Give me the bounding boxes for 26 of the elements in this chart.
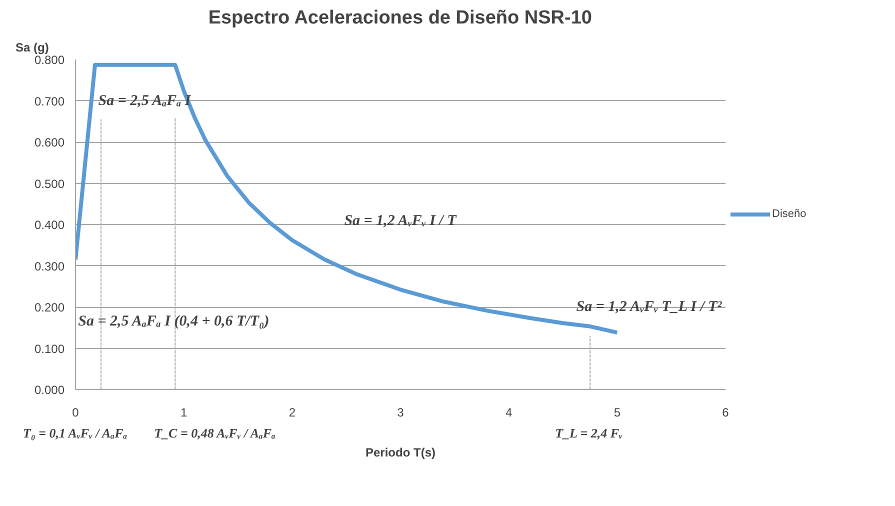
x-tick-label: 3 bbox=[397, 406, 404, 420]
y-tick-label: 0.700 bbox=[34, 94, 65, 108]
chart-title: Espectro Aceleraciones de Diseño NSR-10 bbox=[208, 8, 592, 28]
y-tick-label: 0.200 bbox=[34, 300, 65, 314]
y-tick-label: 0.300 bbox=[34, 259, 65, 274]
legend-label: Diseño bbox=[772, 208, 806, 220]
y-tick-label: 0.000 bbox=[34, 383, 65, 397]
x-axis-title: Periodo T(s) bbox=[366, 446, 436, 460]
annotation: Sa = 1,2 AᵥFᵥ I / T bbox=[344, 213, 458, 230]
x-tick-label: 4 bbox=[505, 406, 512, 420]
x-tick-label: 6 bbox=[722, 406, 730, 420]
y-tick-label: 0.600 bbox=[34, 136, 65, 150]
text: T_C = 0,48 AᵥFᵥ / AₐFₐ bbox=[154, 426, 276, 440]
annotation: Sa = 2,5 AₐFₐ I (0,4 + 0,6 T/T₀) bbox=[78, 314, 270, 330]
y-tick-label: 0.400 bbox=[34, 218, 65, 232]
y-tick-label: 0.500 bbox=[34, 176, 65, 191]
x-tick-label: 1 bbox=[180, 406, 188, 420]
x-tick-label: 2 bbox=[288, 406, 296, 420]
y-tick-label: 0.800 bbox=[34, 53, 65, 67]
x-tick-label: 5 bbox=[614, 406, 621, 420]
y-axis-title: Sa (g) bbox=[16, 40, 49, 54]
annotation: Sa = 1,2 AᵥFᵥ T_L I / T² bbox=[576, 299, 722, 315]
text: T_L = 2,4 Fᵥ bbox=[555, 426, 624, 440]
y-tick-label: 0.100 bbox=[34, 342, 65, 356]
text: T₀ = 0,1 AᵥFᵥ / AₐFₐ bbox=[22, 426, 128, 440]
x-tick-label: 0 bbox=[72, 406, 80, 420]
